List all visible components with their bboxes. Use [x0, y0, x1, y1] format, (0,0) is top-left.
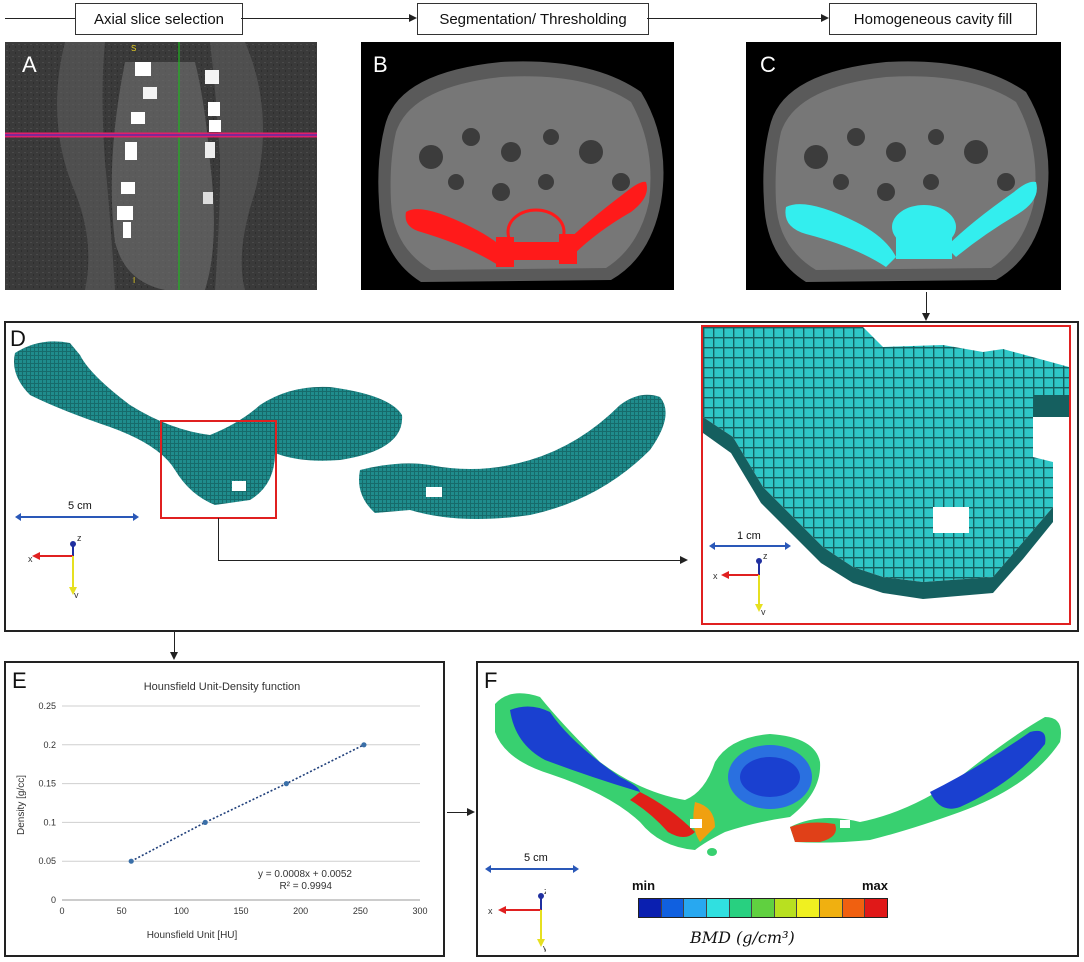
bmd-units-label: BMD (g/cm³) — [690, 928, 795, 947]
chart-data-point — [361, 742, 367, 748]
step-homogeneous-cavity-fill: Homogeneous cavity fill — [829, 3, 1037, 35]
trendline-equation: y = 0.0008x + 0.0052 — [258, 869, 352, 880]
scale-bar-5cm — [15, 513, 139, 521]
chart-x-tick-label: 250 — [353, 906, 368, 916]
triad-x-label: x — [28, 554, 33, 564]
bmd-triad-x-label: x — [488, 906, 493, 916]
voxel-mesh-pelvis — [14, 341, 666, 519]
scale-label-5cm: 5 cm — [68, 500, 92, 512]
chart-data-point — [128, 858, 134, 864]
bmd-triad-y-label: y — [543, 943, 546, 952]
scale-label-bmd: 5 cm — [524, 852, 548, 864]
panel-label-a: A — [22, 52, 37, 77]
scale-bar-bmd — [485, 865, 579, 873]
chart-x-tick-label: 150 — [233, 906, 248, 916]
chart-title: Hounsfield Unit-Density function — [144, 681, 301, 693]
zoom-voxel-mesh — [703, 327, 1069, 599]
step-segmentation-thresholding: Segmentation/ Thresholding — [417, 3, 649, 35]
axial-ct-b-drawing — [378, 61, 664, 282]
trendline-r-squared: R² = 0.9994 — [279, 881, 332, 892]
chart-x-axis-label: Hounsfield Unit [HU] — [147, 930, 238, 941]
colorbar-segment — [660, 899, 684, 917]
chart-y-tick-label: 0.25 — [38, 701, 56, 711]
zoom-view-frame: 1 cm z x y — [701, 325, 1071, 625]
arrow-d-to-e-line — [174, 632, 175, 652]
chart-trendline — [130, 744, 365, 862]
colorbar-min-label: min — [632, 878, 656, 893]
chart-data-point — [202, 819, 208, 825]
axial-ct-filled — [746, 42, 1061, 290]
connector-horizontal — [218, 560, 680, 561]
triad-y-label: y — [74, 590, 79, 598]
colorbar-segment — [639, 899, 661, 917]
chart-y-axis-label: Density [g/cc] — [16, 775, 27, 835]
arrow-e-to-f-head — [467, 808, 475, 816]
colorbar-segment — [864, 899, 888, 917]
triad-z-label: z — [77, 533, 82, 543]
zoom-axis-triad-icon: z x y — [713, 551, 768, 615]
colorbar-segment — [773, 899, 797, 917]
chart-y-tick-label: 0.15 — [38, 779, 56, 789]
colorbar-max-label: max — [862, 878, 889, 893]
panel-f-frame — [476, 661, 1079, 957]
bmd-colorbar — [638, 898, 888, 918]
flow-arrow-2 — [409, 14, 417, 22]
arrow-d-to-e-head — [170, 652, 178, 660]
flow-line-1 — [5, 18, 75, 19]
connector-vertical — [218, 518, 219, 560]
arrow-c-to-d-head — [922, 313, 930, 321]
step-axial-slice-selection: Axial slice selection — [75, 3, 243, 35]
panel-label-b: B — [373, 52, 388, 77]
colorbar-segment — [705, 899, 729, 917]
connector-arrow — [680, 556, 688, 564]
chart-x-tick-label: 100 — [174, 906, 189, 916]
chart-data-point — [283, 781, 289, 787]
chart-y-tick-label: 0.05 — [38, 856, 56, 866]
inferior-marker: I — [133, 276, 136, 285]
zoom-triad-x-label: x — [713, 571, 718, 581]
chart-x-tick-label: 50 — [117, 906, 127, 916]
chart-y-tick-label: 0 — [51, 895, 56, 905]
chart-y-tick-label: 0.1 — [43, 817, 56, 827]
scale-label-1cm: 1 cm — [737, 530, 761, 542]
chart-y-tick-label: 0.2 — [43, 740, 56, 750]
arrow-e-to-f-line — [447, 812, 467, 813]
axial-ct-segmented — [361, 42, 674, 290]
colorbar-segment — [796, 899, 820, 917]
panel-e-frame — [4, 661, 445, 957]
chart-x-tick-label: 200 — [293, 906, 308, 916]
zoom-triad-y-label: y — [761, 607, 766, 615]
panel-label-d: D — [10, 326, 26, 351]
superior-marker: S — [131, 44, 137, 53]
axial-ct-c-drawing — [763, 61, 1049, 282]
flow-arrow-3 — [821, 14, 829, 22]
colorbar-segment — [683, 899, 706, 917]
coronal-ct-drawing — [5, 42, 317, 290]
flow-line-3 — [647, 18, 821, 19]
colorbar-segment — [819, 899, 842, 917]
panel-d-frame — [4, 321, 1079, 632]
panel-label-c: C — [760, 52, 776, 77]
flow-line-2 — [241, 18, 409, 19]
zoom-triad-z-label: z — [763, 551, 768, 561]
hu-density-chart: Hounsfield Unit-Density function Hounsfi… — [16, 681, 428, 941]
panel-label-f: F — [484, 668, 498, 693]
colorbar-segment — [751, 899, 774, 917]
chart-x-tick-label: 300 — [412, 906, 427, 916]
bmd-axis-triad-icon: z x y — [488, 886, 546, 952]
chart-x-tick-label: 0 — [59, 906, 64, 916]
bmd-distribution-map — [495, 693, 1061, 856]
colorbar-segment — [841, 899, 865, 917]
coronal-ct-image: S I — [5, 42, 317, 290]
scale-bar-1cm — [709, 542, 791, 550]
panel-label-e: E — [12, 668, 27, 693]
bmd-triad-z-label: z — [544, 886, 546, 896]
axis-triad-icon: z x y — [28, 533, 82, 598]
colorbar-segment — [728, 899, 752, 917]
arrow-c-to-d-line — [926, 292, 927, 314]
